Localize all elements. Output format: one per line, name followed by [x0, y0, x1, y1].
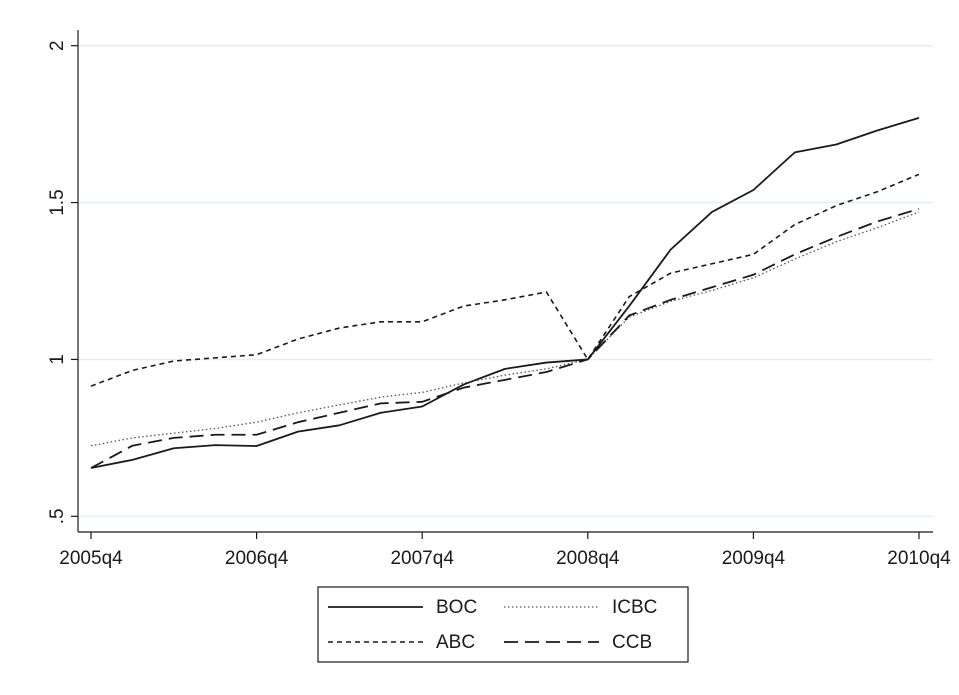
series-line: [90, 211, 920, 447]
x-tick-label: 2006q4: [225, 548, 289, 569]
x-tick-label: 2005q4: [59, 548, 123, 569]
x-tick-label: 2007q4: [390, 548, 454, 569]
y-tick-label: 1.5: [47, 189, 68, 215]
x-tick-label: 2008q4: [556, 548, 620, 569]
y-tick-label: 1: [47, 354, 68, 365]
x-tick-label: 2009q4: [722, 548, 786, 569]
series-line: [90, 116, 920, 469]
series-line: [90, 207, 920, 469]
legend-label: BOC: [436, 597, 477, 618]
legend-box: [317, 586, 689, 663]
y-tick-label: .5: [47, 508, 68, 524]
y-tick-label: 2: [47, 40, 68, 51]
legend-label: ABC: [436, 632, 475, 653]
legend-label: CCB: [612, 632, 652, 653]
legend-label: ICBC: [612, 597, 657, 618]
x-tick-label: 2010q4: [887, 548, 951, 569]
series-line: [90, 173, 920, 387]
